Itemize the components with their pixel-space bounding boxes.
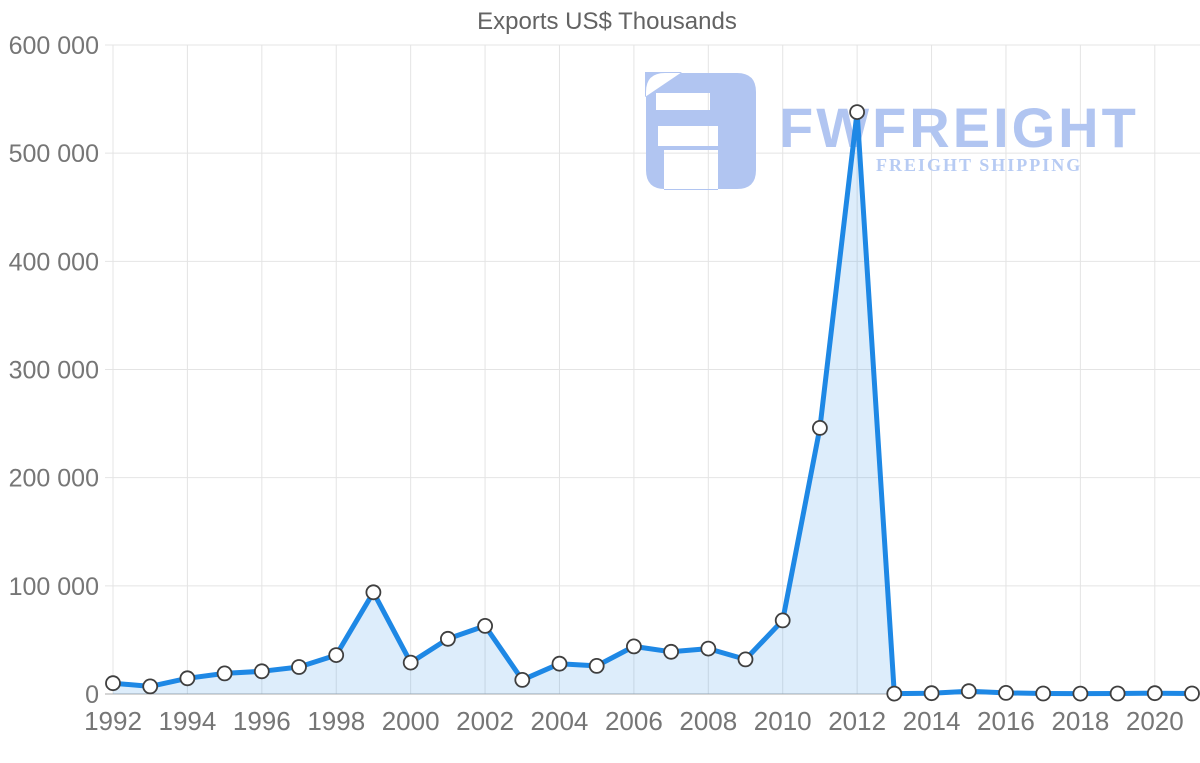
- data-point-1998[interactable]: [328, 647, 345, 663]
- data-point-1999[interactable]: [365, 584, 382, 601]
- data-point-2019[interactable]: [1109, 685, 1126, 702]
- x-axis-label: 1996: [233, 706, 291, 736]
- data-point-2007[interactable]: [663, 643, 679, 660]
- y-axis-label: 400 000: [9, 248, 99, 276]
- data-point-1992[interactable]: [105, 675, 121, 692]
- data-point-2008[interactable]: [700, 640, 717, 657]
- data-point-1996[interactable]: [253, 663, 270, 680]
- data-point-2018[interactable]: [1072, 685, 1089, 702]
- data-point-1995[interactable]: [216, 665, 233, 682]
- y-axis-label: 100 000: [9, 573, 99, 601]
- y-axis-label: 200 000: [9, 465, 99, 493]
- data-point-2002[interactable]: [477, 618, 494, 634]
- data-point-1993[interactable]: [142, 678, 159, 695]
- x-axis-label: 2020: [1126, 706, 1184, 736]
- data-point-2006[interactable]: [626, 638, 642, 655]
- y-axis-label: 300 000: [9, 357, 99, 385]
- data-point-2004[interactable]: [551, 655, 568, 672]
- x-axis-label: 2004: [531, 706, 589, 736]
- x-axis-label: 2014: [903, 706, 961, 736]
- data-point-1997[interactable]: [291, 659, 307, 675]
- area-fill: [113, 112, 1192, 695]
- x-axis-label: 1994: [158, 706, 216, 736]
- x-axis-label: 1992: [84, 706, 142, 736]
- x-axis-label: 1998: [307, 706, 365, 736]
- y-axis-label: 500 000: [9, 140, 99, 168]
- data-point-2017[interactable]: [1035, 685, 1052, 702]
- y-axis-label: 0: [85, 681, 99, 709]
- data-point-2001[interactable]: [439, 630, 456, 647]
- data-point-2003[interactable]: [514, 672, 531, 688]
- x-axis-label: 2002: [456, 706, 514, 736]
- data-point-2013[interactable]: [886, 685, 903, 702]
- x-axis-label: 2012: [828, 706, 886, 736]
- x-axis-label: 2000: [382, 706, 440, 736]
- data-point-2000[interactable]: [402, 654, 419, 671]
- x-axis-label: 2010: [754, 706, 812, 736]
- data-point-2020[interactable]: [1146, 685, 1163, 702]
- data-point-2012[interactable]: [849, 104, 865, 120]
- data-point-2016[interactable]: [998, 685, 1014, 701]
- x-axis-label: 2006: [605, 706, 663, 736]
- data-point-1994[interactable]: [179, 670, 196, 687]
- data-point-2009[interactable]: [737, 651, 754, 668]
- data-point-2005[interactable]: [588, 658, 605, 674]
- line-series: [110, 109, 1195, 697]
- data-point-2011[interactable]: [812, 419, 828, 436]
- chart-title: Exports US$ Thousands: [477, 8, 737, 35]
- x-axis-label: 2018: [1051, 706, 1109, 736]
- y-axis-label: 600 000: [9, 32, 99, 60]
- x-axis-label: 2008: [679, 706, 737, 736]
- data-point-2021[interactable]: [1184, 685, 1200, 702]
- data-point-2010[interactable]: [774, 612, 791, 629]
- data-point-2015[interactable]: [960, 683, 977, 700]
- data-point-2014[interactable]: [923, 685, 940, 702]
- x-axis-label: 2016: [977, 706, 1035, 736]
